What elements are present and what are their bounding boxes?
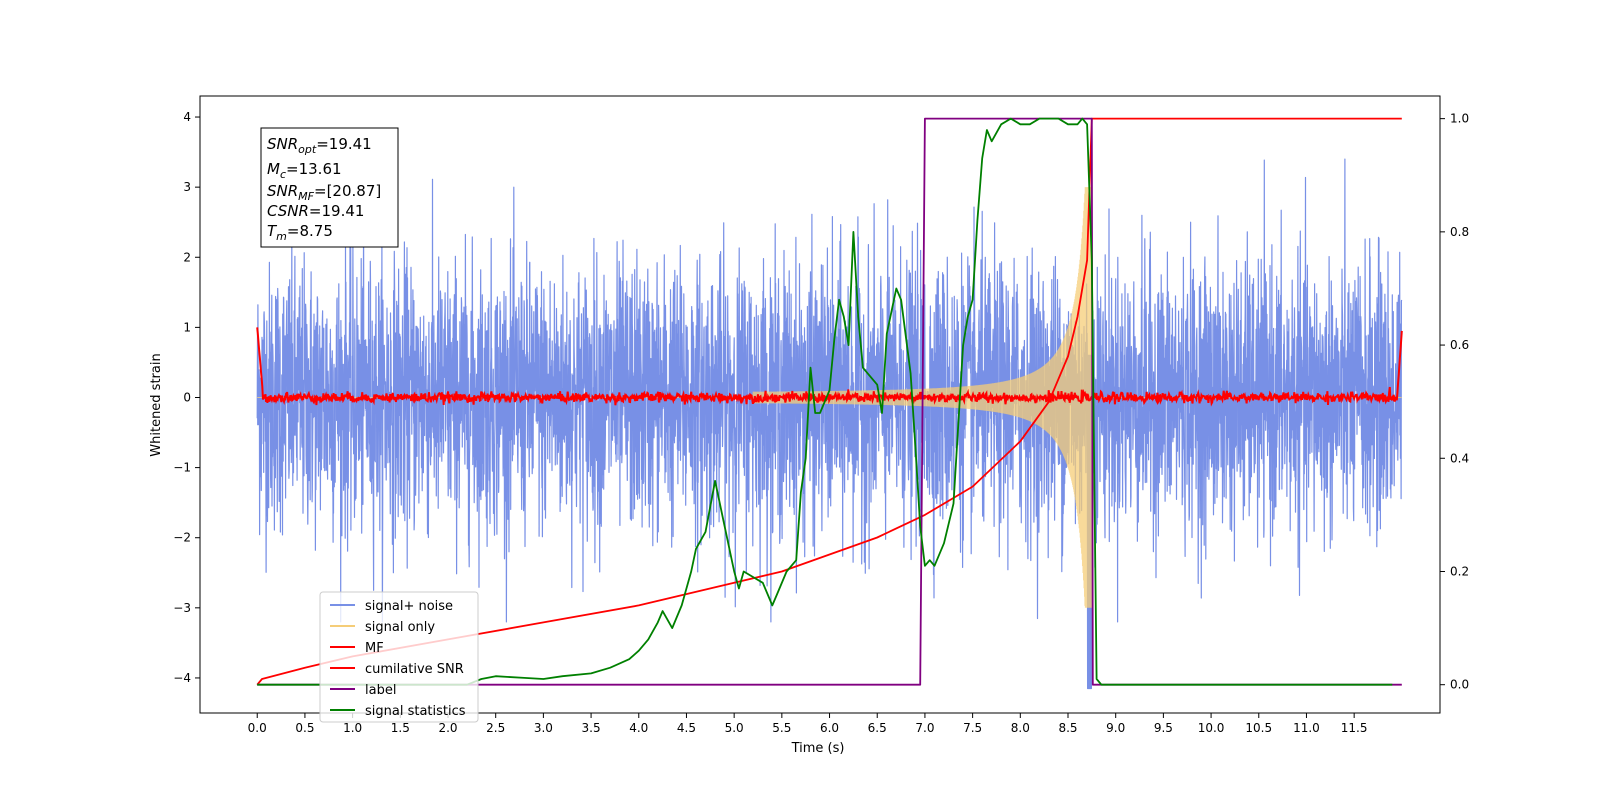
y-axis-label: Whitened strain bbox=[149, 353, 164, 456]
x-tick-label: 8.0 bbox=[1011, 721, 1030, 735]
x-tick-label: 1.5 bbox=[391, 721, 410, 735]
x-tick-label: 6.0 bbox=[820, 721, 839, 735]
x-tick-label: 7.0 bbox=[915, 721, 934, 735]
legend-label: cumilative SNR bbox=[365, 662, 464, 677]
annotation-snr-opt: SNRopt=19.41 bbox=[267, 135, 372, 156]
y-tick-label: 0 bbox=[183, 390, 191, 404]
annotation-csnr: CSNR=19.41 bbox=[267, 202, 364, 220]
x-axis: 0.0 0.5 1.0 1.5 2.0 2.5 3.0 3.5 4.0 4.5 5.0 5.5 6.0 6… bbox=[248, 713, 1368, 735]
x-tick-label: 10.5 bbox=[1245, 721, 1272, 735]
x-tick-label: 11.0 bbox=[1293, 721, 1320, 735]
legend-label: label bbox=[365, 683, 396, 698]
y2-tick-label: 0.0 bbox=[1450, 678, 1469, 692]
y-axis-left: 4 3 2 1 0 −1 −2 −3 −4 bbox=[173, 110, 200, 685]
y2-tick-label: 0.6 bbox=[1450, 338, 1469, 352]
y-tick-label: −4 bbox=[173, 671, 191, 685]
x-tick-label: 1.0 bbox=[343, 721, 362, 735]
signal-noise-series bbox=[256, 158, 1403, 690]
x-tick-label: 0.0 bbox=[248, 721, 267, 735]
y2-tick-label: 0.2 bbox=[1450, 564, 1469, 578]
x-axis-label: Time (s) bbox=[791, 741, 845, 756]
x-tick-label: 5.5 bbox=[772, 721, 791, 735]
annotation-box: SNRopt=19.41 Mc=13.61 SNRMF=[20.87] CSNR… bbox=[260, 127, 399, 248]
y2-tick-label: 0.8 bbox=[1450, 225, 1469, 239]
mf-line bbox=[256, 327, 1403, 407]
annotation-mc: Mc=13.61 bbox=[267, 160, 342, 181]
signal-noise-line bbox=[256, 158, 1403, 690]
x-tick-label: 4.0 bbox=[629, 721, 648, 735]
legend: signal+ noise signal only MF cumilative SNR… bbox=[319, 591, 479, 723]
y2-tick-label: 1.0 bbox=[1450, 112, 1469, 126]
annotation-snr-mf: SNRMF=[20.87] bbox=[267, 182, 381, 203]
x-tick-label: 10.0 bbox=[1198, 721, 1225, 735]
x-tick-label: 4.5 bbox=[677, 721, 696, 735]
y-tick-label: 3 bbox=[183, 180, 191, 194]
annotation-tm: Tm=8.75 bbox=[267, 222, 333, 243]
y-tick-label: −3 bbox=[173, 601, 191, 615]
legend-label: signal statistics bbox=[365, 704, 466, 719]
y-tick-label: −1 bbox=[173, 461, 191, 475]
plot-frame bbox=[199, 95, 1441, 714]
x-tick-label: 2.5 bbox=[486, 721, 505, 735]
y-tick-label: −2 bbox=[173, 531, 191, 545]
signal-statistics-line bbox=[257, 117, 1393, 686]
x-tick-label: 2.0 bbox=[438, 721, 457, 735]
y-axis-right: 1.0 0.8 0.6 0.4 0.2 0.0 bbox=[1440, 112, 1469, 692]
x-tick-label: 7.5 bbox=[963, 721, 982, 735]
x-tick-label: 9.0 bbox=[1106, 721, 1125, 735]
x-tick-label: 11.5 bbox=[1341, 721, 1368, 735]
x-tick-label: 3.5 bbox=[582, 721, 601, 735]
y2-tick-label: 0.4 bbox=[1450, 451, 1469, 465]
x-tick-label: 6.5 bbox=[868, 721, 887, 735]
x-tick-label: 5.0 bbox=[725, 721, 744, 735]
x-tick-label: 0.5 bbox=[295, 721, 314, 735]
y-tick-label: 4 bbox=[183, 110, 191, 124]
mf-series bbox=[256, 327, 1403, 407]
x-tick-label: 3.0 bbox=[534, 721, 553, 735]
x-tick-label: 9.5 bbox=[1154, 721, 1173, 735]
legend-label: signal only bbox=[365, 620, 435, 635]
legend-label: signal+ noise bbox=[365, 599, 453, 614]
y-tick-label: 2 bbox=[183, 250, 191, 264]
x-tick-label: 8.5 bbox=[1058, 721, 1077, 735]
y-tick-label: 1 bbox=[183, 320, 191, 334]
legend-label: MF bbox=[365, 641, 384, 656]
